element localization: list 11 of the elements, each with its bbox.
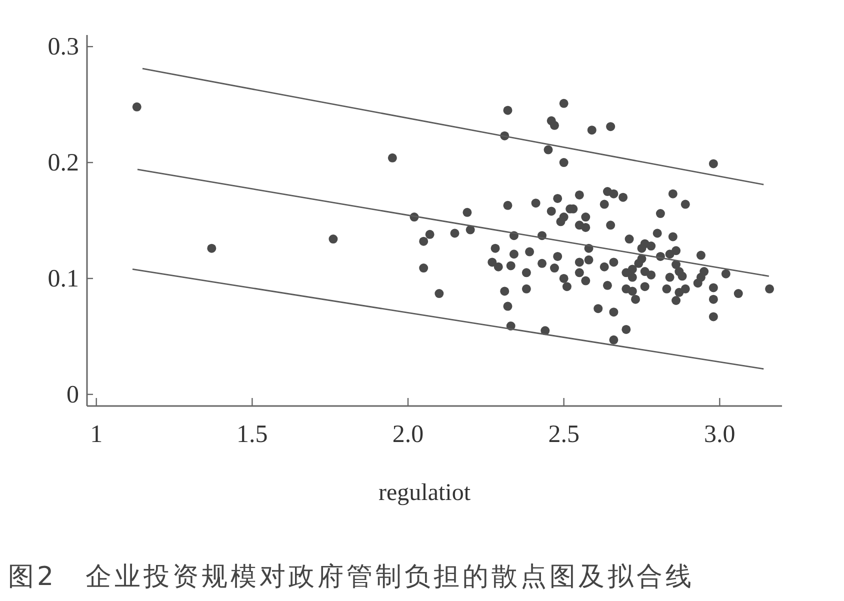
x-tick-label: 1.5 — [236, 421, 268, 448]
y-tick-label: 0.2 — [48, 150, 79, 177]
x-tick-label: 2.0 — [392, 421, 424, 448]
y-tick-label: 0.3 — [48, 34, 79, 61]
y-tick-label: 0.1 — [48, 265, 79, 292]
y-tick-label: 0 — [66, 381, 79, 408]
x-tick-label: 2.5 — [548, 421, 580, 448]
x-axis-title: regulatiot — [378, 480, 471, 506]
caption: 图2 企业投资规模对政府管制负担的散点图及拟合线 — [8, 562, 695, 592]
x-tick-label: 3.0 — [704, 421, 736, 448]
x-tick-label: 1 — [90, 421, 103, 448]
